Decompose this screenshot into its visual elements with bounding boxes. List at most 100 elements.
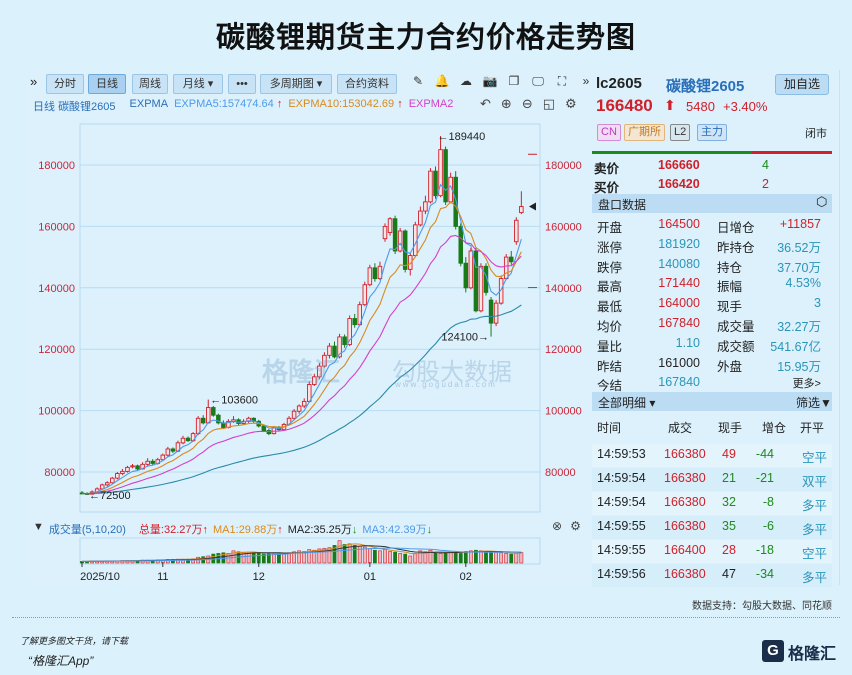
candle-body: [327, 345, 332, 356]
volume-bar: [342, 544, 347, 564]
legend-ema20: EXPMA2: [408, 98, 454, 110]
up-arrow-icon: ↑: [202, 524, 209, 536]
volume-bar: [433, 552, 438, 564]
stat-label: 最高: [597, 280, 623, 295]
trade-type: 空平: [802, 451, 828, 465]
monitor-icon[interactable]: 🖵: [532, 74, 544, 88]
stat-label: 涨停: [597, 240, 623, 255]
collapse-volume-icon[interactable]: ▼: [33, 521, 44, 533]
trade-row: 14:59:53 166380 49 -44 空平: [592, 444, 832, 467]
logo-icon: G: [762, 640, 784, 662]
add-watchlist-button[interactable]: 加自选: [775, 74, 829, 95]
price-change-pct: +3.40%: [723, 99, 768, 114]
ema10-line: [81, 201, 522, 495]
tab-5[interactable]: 多周期图 ▾: [260, 74, 332, 94]
candle-body: [120, 470, 125, 474]
candle-body: [478, 265, 484, 312]
stat-value: 164000: [658, 296, 700, 311]
candle-body: [503, 256, 509, 280]
chart-legend: 日线 碳酸锂2605 EXPMA EXPMA5:157474.64 ↑ EXPM…: [33, 98, 453, 114]
tab-0[interactable]: 分时: [46, 74, 84, 94]
stat-row: 今结 167840 更多>: [590, 375, 830, 395]
y-tick-left: 140000: [38, 283, 75, 295]
volume-bar: [297, 550, 302, 564]
volume-bar: [514, 553, 519, 564]
stat-value: 36.52万: [777, 240, 821, 255]
trade-type: 空平: [802, 547, 828, 561]
settings-icon[interactable]: ⚙: [565, 96, 587, 111]
legend-indicator: EXPMA: [129, 98, 169, 110]
trade-row: 14:59:55 166380 35 -6 多平: [592, 516, 832, 539]
candle-body: [205, 407, 211, 424]
stat-label: 均价: [597, 320, 623, 334]
stat-value: 541.67亿: [770, 339, 821, 354]
candlestick-chart[interactable]: 80000 80000 100000 100000 120000 120000 140000…: [25, 118, 590, 518]
zoom-out-icon[interactable]: ⊖: [521, 96, 543, 111]
settings-icon[interactable]: ⚙: [570, 519, 589, 533]
zoom-in-icon[interactable]: ⊕: [500, 96, 522, 111]
stat-value: 171440: [658, 276, 700, 291]
candle-body: [382, 225, 388, 240]
bid-volume: 2: [762, 177, 769, 191]
filter-button[interactable]: 筛选▼: [796, 394, 832, 411]
candle-body: [200, 417, 206, 424]
stat-label: 跌停: [597, 260, 623, 275]
period-label: 日线: [33, 101, 55, 113]
stat-label: 今结: [597, 379, 623, 394]
open-interest-change: -44: [755, 447, 774, 461]
stat-row: 最低 164000 现手 3: [590, 296, 830, 316]
stat-label: 成交额: [717, 339, 755, 354]
candle-body: [367, 267, 373, 286]
stat-row: 开盘 164500 日增仓 +11857: [590, 217, 830, 237]
column-header: 开平: [800, 421, 825, 435]
stat-value: 167840: [658, 375, 700, 390]
candle-body: [377, 265, 383, 280]
camera-icon[interactable]: 📷: [482, 74, 498, 88]
pencil-icon[interactable]: ✎: [412, 74, 424, 88]
undo-icon[interactable]: ↶: [480, 96, 501, 111]
candle-body: [392, 218, 398, 252]
y-tick-left: 160000: [38, 221, 75, 233]
candle-body: [493, 302, 499, 324]
candle-body: [216, 414, 221, 424]
volume-chart: 2025/10 11 12 01 02: [79, 537, 541, 583]
detail-dropdown[interactable]: 全部明细 ▾: [598, 396, 656, 410]
tab-1[interactable]: 日线: [88, 74, 126, 94]
layout-icon[interactable]: ◱: [542, 96, 566, 111]
candle-body: [296, 405, 302, 412]
candle-body: [261, 425, 267, 432]
y-tick-left: 120000: [38, 344, 75, 356]
tab-2[interactable]: 周线: [132, 74, 168, 94]
trade-price: 166380: [664, 447, 706, 461]
x-tick-label: 02: [460, 571, 472, 583]
tab-3[interactable]: 月线 ▾: [173, 74, 223, 94]
volume-ma1: MA1:29.88万: [213, 524, 278, 536]
contract-name: 碳酸锂2605: [666, 78, 745, 95]
copy-icon[interactable]: ❐: [508, 74, 520, 88]
settings-icon[interactable]: ⬡: [816, 194, 828, 209]
volume-total: 总量:32.27万: [138, 524, 203, 536]
volume-bar: [261, 553, 266, 564]
more-link[interactable]: 更多>: [792, 378, 821, 391]
collapse-left-icon[interactable]: »: [30, 74, 38, 89]
candle-body: [150, 460, 155, 464]
fullscreen-icon[interactable]: ⛶: [557, 74, 567, 88]
candle-body: [433, 170, 438, 197]
y-tick-left: 100000: [38, 406, 75, 418]
tab-4[interactable]: •••: [228, 74, 256, 94]
last-price: 166480: [596, 96, 653, 115]
bell-icon[interactable]: 🔔: [434, 74, 450, 88]
candle-body: [408, 255, 413, 270]
y-tick-right: 140000: [545, 283, 582, 295]
close-icon[interactable]: ⊗: [552, 519, 571, 533]
expand-right-icon[interactable]: »: [582, 74, 590, 88]
column-header: 成交: [668, 421, 693, 435]
volume-bar: [317, 548, 322, 564]
tab-6[interactable]: 合约资料: [337, 74, 397, 94]
y-tick-right: 160000: [545, 221, 582, 233]
cloud-icon[interactable]: ☁: [460, 74, 472, 88]
tag-exchange: 广期所: [624, 124, 665, 141]
volume-bar: [352, 545, 357, 564]
stat-value: 181920: [658, 236, 700, 251]
candle-body: [362, 284, 368, 306]
